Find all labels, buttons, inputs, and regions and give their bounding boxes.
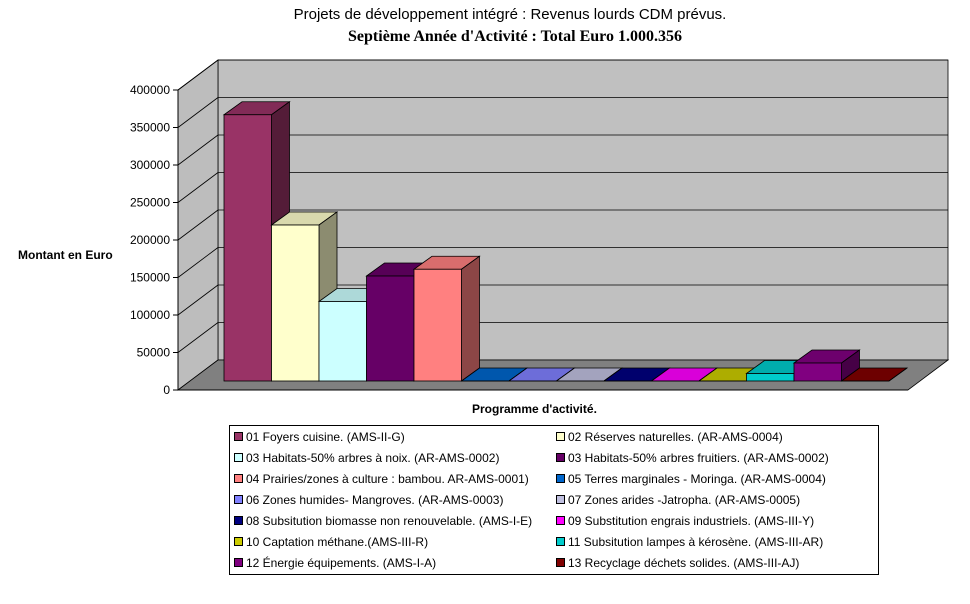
legend-item: 12 Énergie équipements. (AMS-I-A) (234, 556, 436, 570)
legend-swatch (556, 516, 565, 525)
legend-label: 03 Habitats-50% arbres à noix. (AR-AMS-0… (246, 451, 500, 465)
legend-swatch (556, 474, 565, 483)
legend-label: 11 Subsitution lampes à kérosène. (AMS-I… (568, 535, 824, 549)
legend-item: 03 Habitats-50% arbres fruitiers. (AR-AM… (556, 451, 829, 465)
bar (271, 224, 320, 382)
bar (318, 301, 367, 382)
legend-label: 04 Prairies/zones à culture : bambou. AR… (246, 472, 529, 486)
y-tick-label: 350000 (130, 121, 170, 135)
legend-swatch (556, 558, 565, 567)
legend-swatch (556, 432, 565, 441)
legend-item: 07 Zones arides -Jatropha. (AR-AMS-0005) (556, 493, 800, 507)
legend-label: 08 Subsitution biomasse non renouvelable… (246, 514, 533, 528)
bar (366, 275, 415, 382)
gridline-side (177, 134, 219, 166)
y-tick-label: 200000 (130, 233, 170, 247)
legend-label: 05 Terres marginales - Moringa. (AR-AMS-… (568, 472, 826, 486)
legend-swatch (234, 558, 243, 567)
legend-swatch (556, 453, 565, 462)
legend-item: 11 Subsitution lampes à kérosène. (AMS-I… (556, 535, 823, 549)
legend-swatch (234, 516, 243, 525)
y-tick-label: 0 (163, 383, 170, 397)
legend-swatch (234, 453, 243, 462)
legend: 01 Foyers cuisine. (AMS-II-G) 02 Réserves… (229, 425, 879, 575)
y-tick-label: 250000 (130, 196, 170, 210)
legend-label: 01 Foyers cuisine. (AMS-II-G) (246, 430, 405, 444)
x-axis-label: Programme d'activité. (472, 402, 597, 416)
bar-side (888, 367, 908, 382)
legend-label: 02 Réserves naturelles. (AR-AMS-0004) (568, 430, 783, 444)
gridline-side (177, 284, 219, 316)
legend-item: 02 Réserves naturelles. (AR-AMS-0004) (556, 430, 783, 444)
bar-side (461, 255, 480, 382)
legend-item: 04 Prairies/zones à culture : bambou. AR… (234, 472, 529, 486)
y-tick-label: 50000 (137, 346, 171, 360)
y-tick-label: 300000 (130, 158, 170, 172)
legend-label: 13 Recyclage déchets solides. (AMS-III-A… (568, 556, 800, 570)
y-tick-label: 150000 (130, 271, 170, 285)
chart-title: Projets de développement intégré : Reven… (293, 6, 727, 23)
legend-swatch (556, 495, 565, 504)
bar (413, 268, 462, 382)
legend-swatch (234, 495, 243, 504)
y-tick-label: 100000 (130, 308, 170, 322)
legend-item: 05 Terres marginales - Moringa. (AR-AMS-… (556, 472, 826, 486)
plot-area: 0 50000 100000 150000 200000 250000 300000 3500… (130, 59, 950, 397)
legend-item: 06 Zones humides- Mangroves. (AR-AMS-000… (234, 493, 503, 507)
legend-swatch (234, 537, 243, 546)
legend-label: 12 Énergie équipements. (AMS-I-A) (246, 556, 437, 570)
gridline-side (177, 322, 219, 353)
legend-label: 03 Habitats-50% arbres fruitiers. (AR-AM… (568, 451, 829, 465)
gridline-side (177, 172, 219, 203)
gridline-side (177, 97, 219, 128)
y-axis-label: Montant en Euro (18, 248, 113, 262)
legend-item: 13 Recyclage déchets solides. (AMS-III-A… (556, 556, 799, 570)
legend-label: 09 Substitution engrais industriels. (AM… (568, 514, 815, 528)
legend-item: 08 Subsitution biomasse non renouvelable… (234, 514, 532, 528)
bar (223, 114, 272, 382)
legend-item: 09 Substitution engrais industriels. (AM… (556, 514, 814, 528)
legend-item: 01 Foyers cuisine. (AMS-II-G) (234, 430, 405, 444)
bar (793, 362, 842, 382)
bar (746, 373, 795, 382)
legend-swatch (556, 537, 565, 546)
legend-item: 03 Habitats-50% arbres à noix. (AR-AMS-0… (234, 451, 499, 465)
legend-label: 07 Zones arides -Jatropha. (AR-AMS-0005) (568, 493, 801, 507)
chart-subtitle: Septième Année d'Activité : Total Euro 1… (348, 28, 682, 45)
legend-item: 10 Captation méthane.(AMS-III-R) (234, 535, 428, 549)
legend-label: 10 Captation méthane.(AMS-III-R) (246, 535, 429, 549)
y-tick-label: 400000 (130, 83, 170, 97)
legend-swatch (234, 432, 243, 441)
legend-swatch (234, 474, 243, 483)
gridline-side (177, 209, 219, 241)
legend-label: 06 Zones humides- Mangroves. (AR-AMS-000… (246, 493, 504, 507)
gridline-side (177, 59, 219, 91)
gridline-side (177, 247, 219, 278)
